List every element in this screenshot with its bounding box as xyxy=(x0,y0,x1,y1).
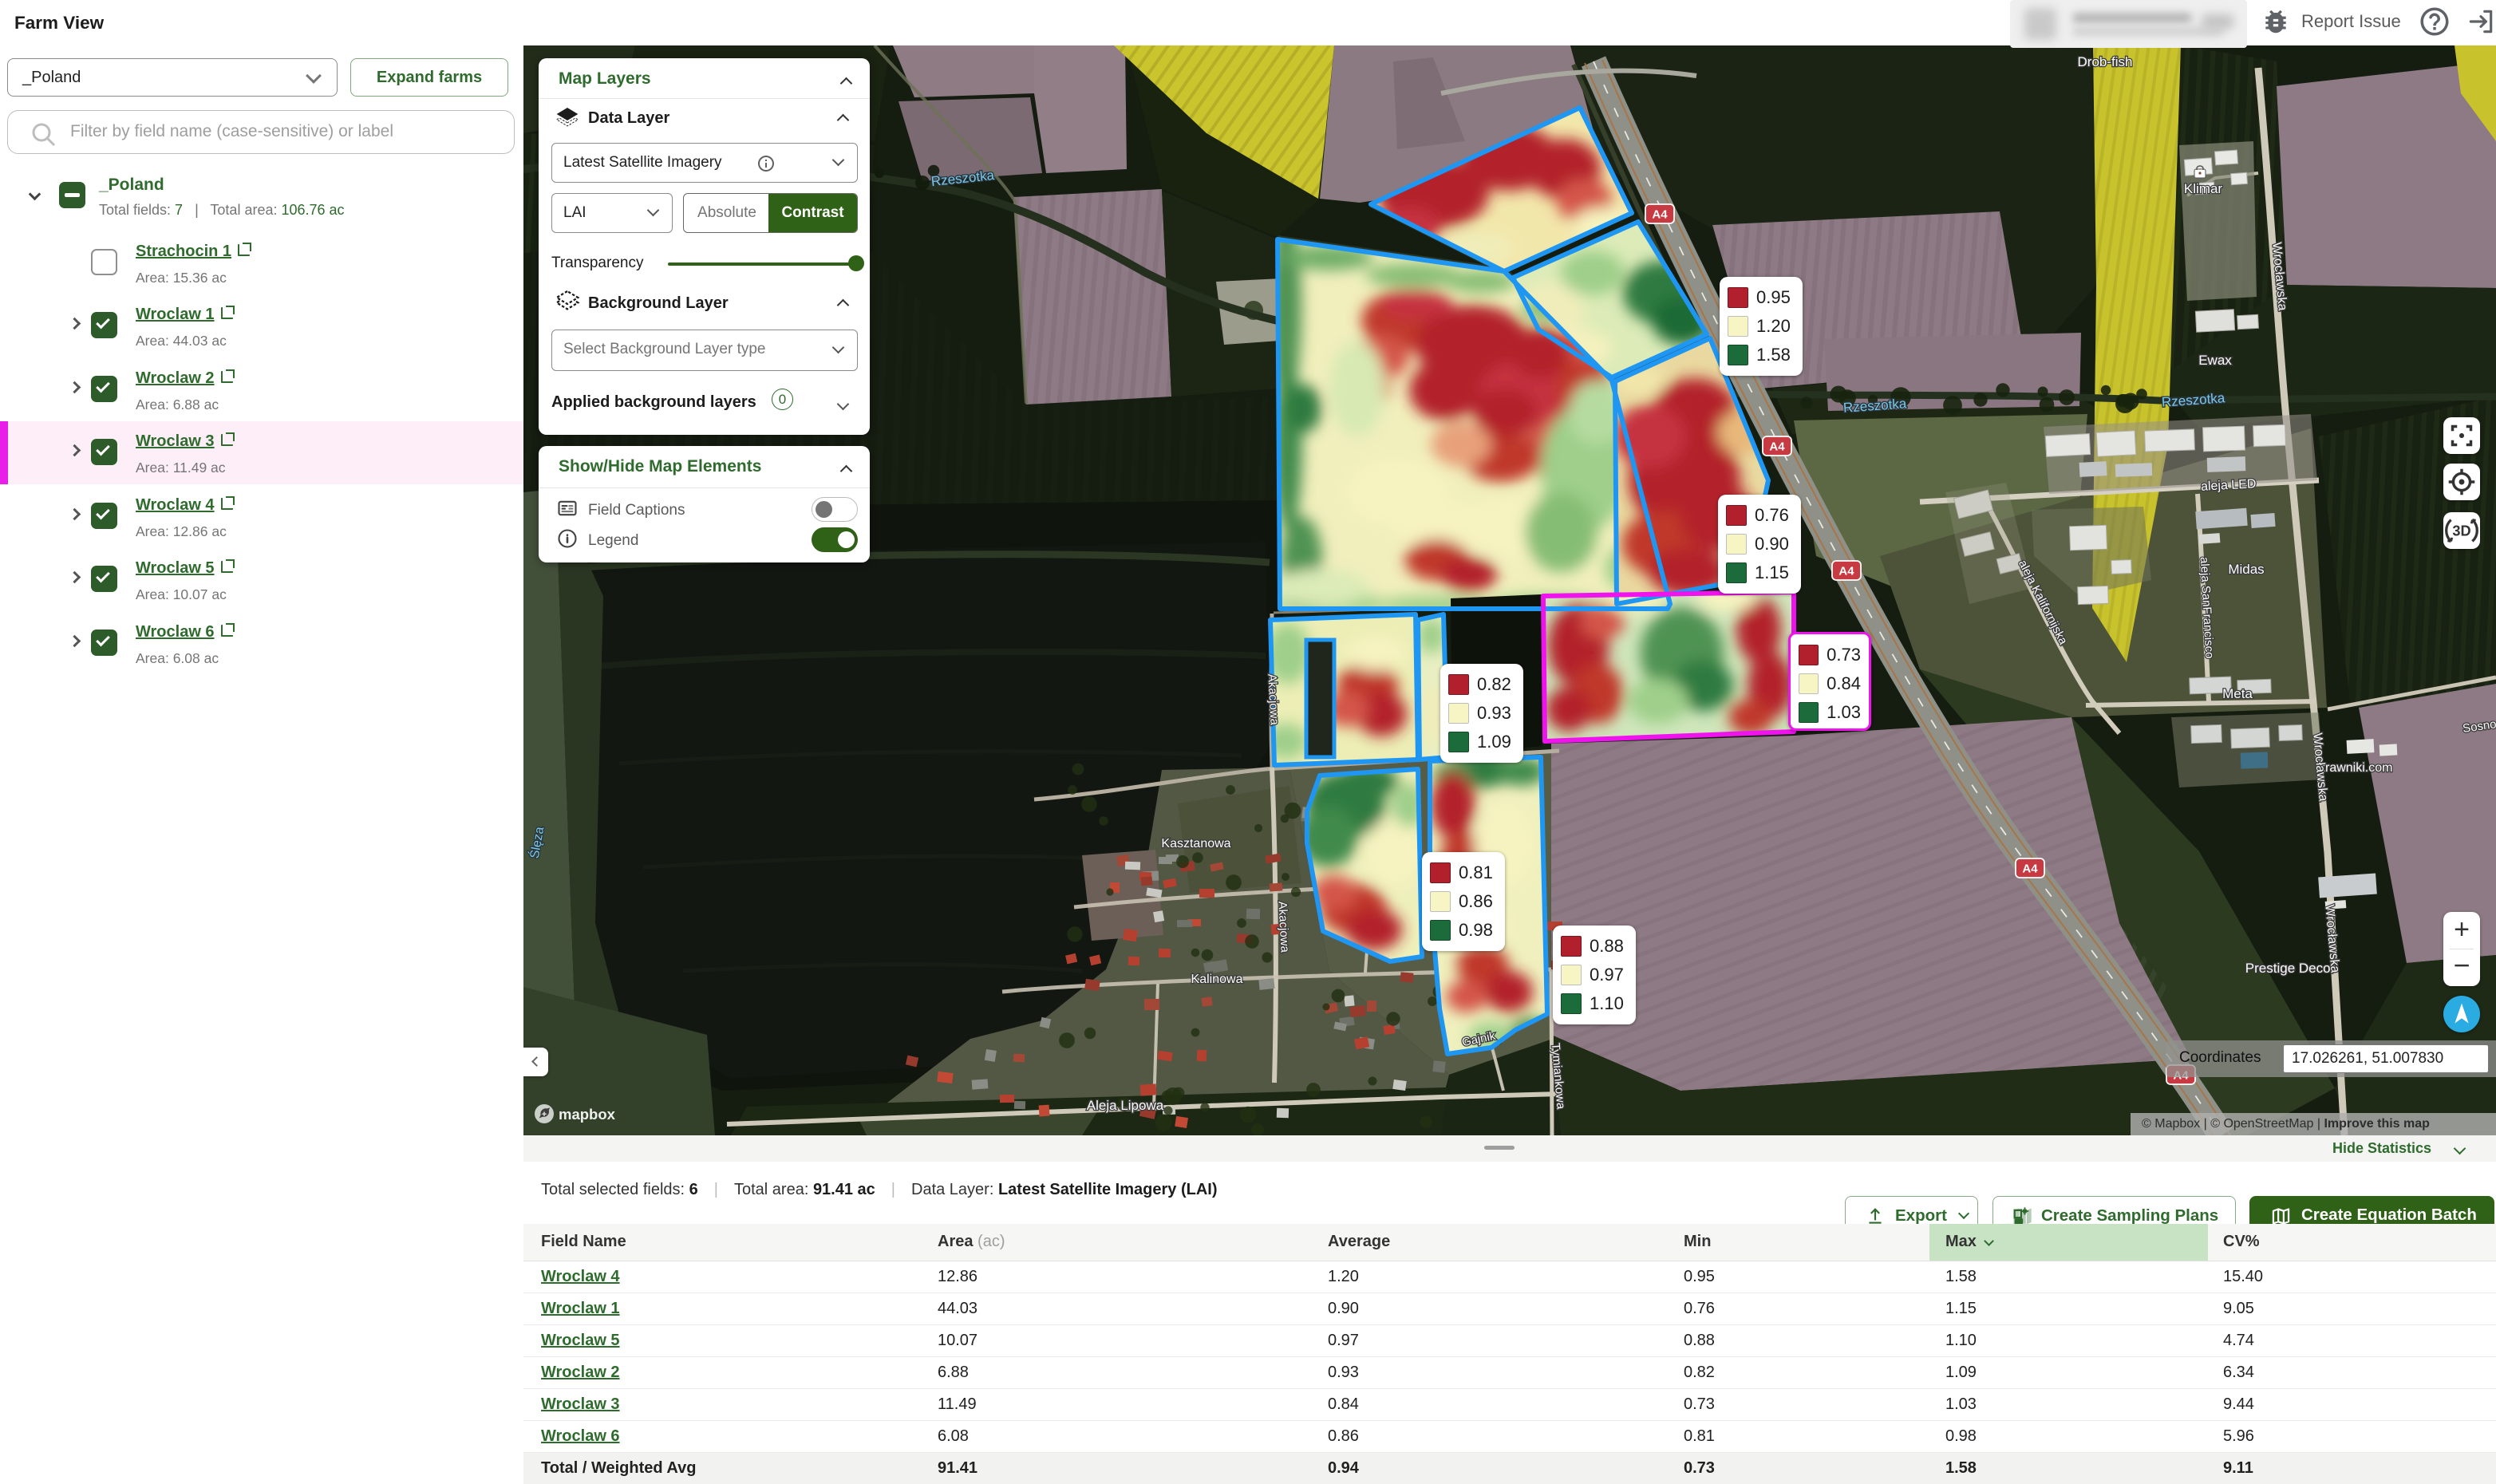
svg-text:Akacjowa: Akacjowa xyxy=(1265,673,1281,726)
svg-text:A4: A4 xyxy=(2022,862,2038,876)
svg-text:A4: A4 xyxy=(1838,565,1854,578)
svg-text:Akacjowa: Akacjowa xyxy=(1275,901,1291,953)
svg-text:Ewax: Ewax xyxy=(2198,353,2232,368)
svg-text:trawniki.com: trawniki.com xyxy=(2322,761,2393,775)
svg-text:Aleja Lipowa: Aleja Lipowa xyxy=(1087,1098,1164,1113)
svg-text:Midas: Midas xyxy=(2228,562,2264,577)
svg-text:mapbox: mapbox xyxy=(559,1106,616,1123)
svg-text:Klimar: Klimar xyxy=(2184,181,2223,196)
svg-text:A4: A4 xyxy=(1652,208,1668,222)
svg-text:3D: 3D xyxy=(2452,523,2470,539)
svg-text:Kasztanowa: Kasztanowa xyxy=(1161,837,1230,851)
svg-text:Kalinowa: Kalinowa xyxy=(1191,973,1243,986)
svg-text:Drob-fish: Drob-fish xyxy=(2078,54,2133,69)
svg-text:aleja LED: aleja LED xyxy=(2201,477,2257,494)
svg-text:A4: A4 xyxy=(1769,440,1785,454)
svg-text:Prestige Decor: Prestige Decor xyxy=(2245,961,2336,976)
svg-text:Meta: Meta xyxy=(2222,686,2253,701)
svg-text:Rzeszotka: Rzeszotka xyxy=(2161,390,2225,410)
